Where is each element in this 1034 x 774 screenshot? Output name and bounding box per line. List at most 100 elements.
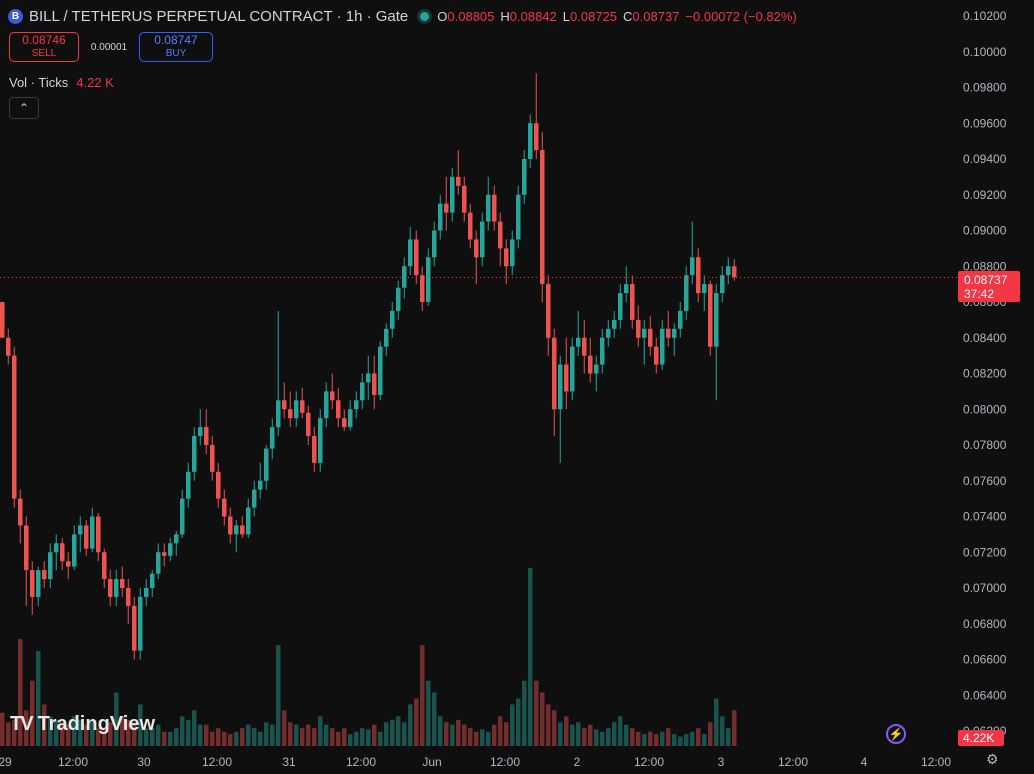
volume-bar bbox=[108, 722, 113, 746]
volume-bar bbox=[420, 645, 425, 746]
volume-bar bbox=[198, 724, 203, 746]
volume-bar bbox=[132, 722, 137, 746]
symbol-title[interactable]: BILL / TETHERUS PERPETUAL CONTRACT · 1h … bbox=[29, 7, 409, 25]
volume-bar bbox=[342, 728, 347, 746]
candle-body bbox=[246, 507, 251, 535]
x-tick-label: 12:00 bbox=[778, 755, 808, 769]
volume-bar bbox=[432, 692, 437, 746]
volume-bar bbox=[318, 716, 323, 746]
candle-body bbox=[186, 471, 191, 499]
candle-body bbox=[216, 471, 221, 499]
candle-body bbox=[48, 552, 53, 580]
gear-icon[interactable]: ⚙ bbox=[986, 751, 999, 767]
x-tick-label: 12:00 bbox=[921, 755, 951, 769]
volume-bar bbox=[378, 731, 383, 746]
lightning-icon[interactable]: ⚡ bbox=[886, 724, 906, 744]
y-tick-label: 0.08800 bbox=[963, 259, 1007, 273]
volume-bar bbox=[690, 731, 695, 746]
candle-body bbox=[600, 337, 605, 365]
candle-body bbox=[414, 239, 419, 276]
candle-body bbox=[480, 221, 485, 258]
volume-bar bbox=[450, 724, 455, 746]
volume-bar bbox=[0, 712, 5, 746]
volume-bar bbox=[672, 734, 677, 746]
y-tick-label: 0.07800 bbox=[963, 438, 1007, 452]
candle-body bbox=[570, 346, 575, 392]
buy-button[interactable]: 0.08747 BUY bbox=[139, 32, 213, 62]
volume-bar bbox=[576, 722, 581, 746]
volume-bar bbox=[480, 729, 485, 746]
volume-bar bbox=[48, 716, 53, 746]
volume-bar bbox=[540, 692, 545, 746]
volume-bar bbox=[468, 728, 473, 746]
volume-bar bbox=[366, 729, 371, 746]
volume-bar bbox=[456, 719, 461, 746]
volume-bar bbox=[612, 722, 617, 746]
candle-body bbox=[372, 373, 377, 395]
candle-body bbox=[0, 302, 5, 338]
y-tick-label: 0.07000 bbox=[963, 581, 1007, 595]
candle-body bbox=[588, 355, 593, 374]
volume-bar bbox=[234, 731, 239, 746]
ohlc-values: O0.08805 H0.08842 L0.08725 C0.08737 −0.0… bbox=[437, 9, 796, 24]
volume-bar bbox=[180, 716, 185, 746]
candle-body bbox=[432, 230, 437, 258]
x-tick-label: 3 bbox=[718, 755, 725, 769]
volume-bar bbox=[732, 710, 737, 746]
candle-body bbox=[132, 605, 137, 651]
tradingview-logo[interactable]: TV TradingView bbox=[10, 713, 155, 736]
tradingview-text: TradingView bbox=[37, 713, 156, 735]
volume-bar bbox=[570, 724, 575, 746]
volume-bar bbox=[414, 698, 419, 746]
candle-body bbox=[96, 516, 101, 553]
candle-body bbox=[120, 579, 125, 588]
volume-bar bbox=[510, 704, 515, 746]
y-tick-label: 0.07600 bbox=[963, 474, 1007, 488]
y-tick-label: 0.06400 bbox=[963, 688, 1007, 702]
sell-button[interactable]: 0.08746 SELL bbox=[9, 32, 79, 62]
y-tick-label: 0.06800 bbox=[963, 617, 1007, 631]
candle-body bbox=[102, 552, 107, 580]
candle-body bbox=[468, 212, 473, 240]
volume-bar bbox=[90, 722, 95, 746]
volume-bar bbox=[618, 716, 623, 746]
volume-bar bbox=[30, 680, 35, 746]
candle-body bbox=[312, 436, 317, 463]
candle-body bbox=[564, 364, 569, 392]
volume-bar bbox=[138, 704, 143, 746]
candle-body bbox=[228, 516, 233, 535]
volume-bar bbox=[648, 731, 653, 746]
candle-body bbox=[342, 418, 347, 428]
volume-bar bbox=[288, 722, 293, 746]
candle-body bbox=[660, 328, 665, 365]
volume-legend[interactable]: Vol · Ticks 4.22 K bbox=[9, 75, 114, 90]
candle-body bbox=[222, 498, 227, 517]
volume-bar bbox=[384, 722, 389, 746]
volume-bar bbox=[408, 704, 413, 746]
candle-body bbox=[666, 328, 671, 338]
open-value: 0.08805 bbox=[447, 8, 495, 24]
volume-bar bbox=[186, 719, 191, 746]
high-key: H bbox=[500, 8, 510, 24]
candle-body bbox=[300, 400, 305, 413]
candle-body bbox=[726, 266, 731, 276]
volume-bar bbox=[102, 728, 107, 746]
volume-bar bbox=[228, 734, 233, 746]
volume-bar bbox=[552, 710, 557, 746]
candle-body bbox=[474, 239, 479, 258]
symbol-icon[interactable]: B bbox=[8, 8, 23, 24]
volume-bar bbox=[522, 680, 527, 746]
candle-body bbox=[510, 239, 515, 267]
volume-bar bbox=[156, 724, 161, 746]
candle-body bbox=[72, 534, 77, 567]
volume-bar bbox=[42, 704, 47, 746]
candle-body bbox=[534, 123, 539, 151]
candle-body bbox=[36, 570, 41, 597]
volume-bar bbox=[678, 736, 683, 746]
volume-bar bbox=[714, 698, 719, 746]
candle-body bbox=[264, 448, 269, 481]
volume-bar bbox=[708, 722, 713, 746]
volume-bar bbox=[210, 731, 215, 746]
chevron-up-icon[interactable]: ⌃ bbox=[9, 97, 39, 119]
